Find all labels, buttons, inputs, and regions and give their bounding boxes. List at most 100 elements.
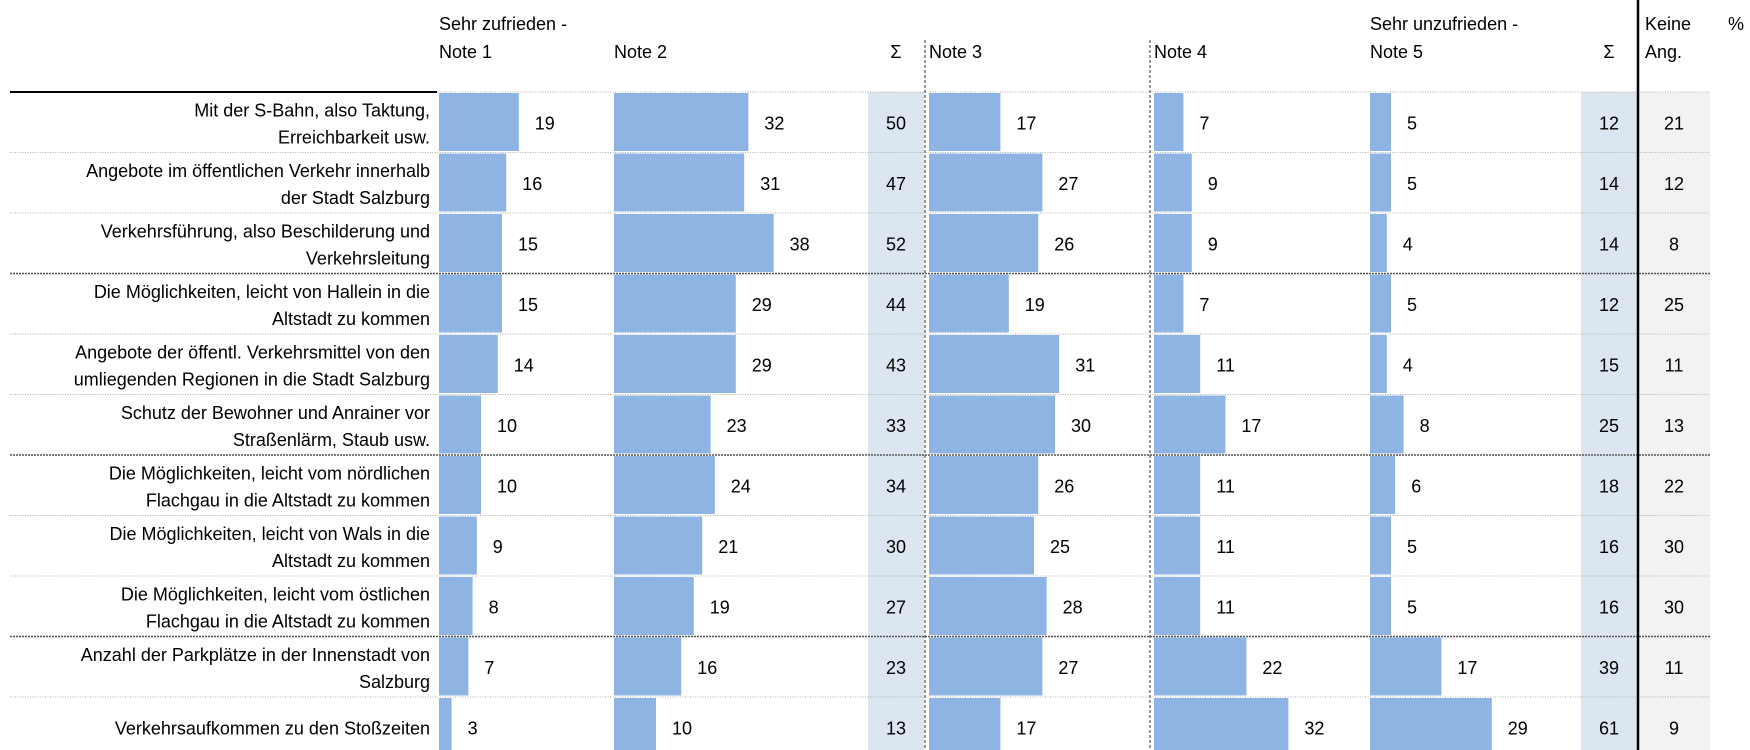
value-sum-top: 34 — [886, 476, 906, 496]
value-sum-top: 44 — [886, 295, 906, 315]
bar-note4 — [1154, 577, 1201, 635]
header-sum-top: Σ — [890, 42, 901, 62]
bar-note3 — [929, 335, 1060, 393]
bar-note2 — [614, 214, 774, 272]
value-sum-top: 33 — [886, 416, 906, 436]
value-label-note1: 3 — [468, 718, 478, 738]
bar-note1 — [439, 456, 481, 514]
header-note3: Note 3 — [929, 42, 982, 62]
bar-note1 — [439, 516, 477, 575]
bar-note2 — [614, 698, 656, 750]
row-label-line2: Flachgau in die Altstadt zu kommen — [146, 490, 430, 510]
keine-angabe-column-shade — [1638, 92, 1710, 750]
value-label-note2: 29 — [752, 295, 772, 315]
bar-note5 — [1370, 516, 1391, 575]
bar-note4 — [1154, 637, 1247, 696]
value-label-note4: 17 — [1241, 416, 1261, 436]
value-sum-bottom: 14 — [1599, 174, 1619, 194]
value-label-note2: 29 — [752, 355, 772, 375]
bar-note4 — [1154, 698, 1289, 750]
value-label-note1: 10 — [497, 476, 517, 496]
header-keine-line1: Keine — [1645, 14, 1691, 34]
value-label-note3: 30 — [1071, 416, 1091, 436]
bar-note5 — [1370, 698, 1492, 750]
bar-note3 — [929, 93, 1001, 151]
value-sum-top: 47 — [886, 174, 906, 194]
value-label-note3: 28 — [1063, 597, 1083, 617]
value-label-note5: 5 — [1407, 174, 1417, 194]
value-label-note4: 32 — [1304, 718, 1324, 738]
bar-note3 — [929, 456, 1039, 514]
value-label-note5: 4 — [1403, 355, 1413, 375]
header-unit-label: % — [1728, 14, 1744, 34]
bar-note2 — [614, 93, 749, 151]
bar-note2 — [614, 637, 682, 696]
value-sum-bottom: 18 — [1599, 476, 1619, 496]
value-label-note3: 26 — [1054, 234, 1074, 254]
value-label-note1: 15 — [518, 295, 538, 315]
value-label-note2: 23 — [727, 416, 747, 436]
value-label-note4: 22 — [1262, 658, 1282, 678]
bar-note5 — [1370, 274, 1391, 333]
bar-note1 — [439, 335, 498, 393]
value-label-note3: 17 — [1016, 718, 1036, 738]
value-label-note4: 9 — [1208, 174, 1218, 194]
value-label-note2: 31 — [760, 174, 780, 194]
bar-note4 — [1154, 335, 1201, 393]
bar-note5 — [1370, 395, 1404, 454]
bar-note4 — [1154, 93, 1184, 151]
value-keine-angabe: 25 — [1664, 295, 1684, 315]
header-note1-line2: Note 1 — [439, 42, 492, 62]
bar-note5 — [1370, 93, 1391, 151]
value-sum-bottom: 16 — [1599, 597, 1619, 617]
bar-note5 — [1370, 456, 1396, 514]
row-label-line2: Altstadt zu kommen — [272, 309, 430, 329]
row-label-line1: Die Möglichkeiten, leicht vom östlichen — [121, 584, 430, 604]
value-label-note4: 11 — [1216, 537, 1235, 557]
value-label-note5: 17 — [1457, 658, 1477, 678]
value-label-note3: 19 — [1025, 295, 1045, 315]
header-sum-bottom: Σ — [1603, 42, 1614, 62]
header-note4: Note 4 — [1154, 42, 1207, 62]
bar-note3 — [929, 698, 1001, 750]
value-keine-angabe: 11 — [1665, 658, 1684, 678]
row-label-line1: Die Möglichkeiten, leicht von Hallein in… — [94, 282, 430, 302]
value-keine-angabe: 30 — [1664, 537, 1684, 557]
header-note2: Note 2 — [614, 42, 667, 62]
value-label-note5: 5 — [1407, 597, 1417, 617]
bar-note1 — [439, 395, 481, 454]
value-keine-angabe: 8 — [1669, 234, 1679, 254]
value-sum-bottom: 15 — [1599, 355, 1619, 375]
bar-note1 — [439, 637, 469, 696]
row-label-line1: Verkehrsführung, also Beschilderung und — [101, 221, 430, 241]
bar-note3 — [929, 577, 1047, 635]
bar-note5 — [1370, 637, 1442, 696]
header-note1-line1: Sehr zufrieden - — [439, 14, 567, 34]
bar-note4 — [1154, 395, 1226, 454]
value-keine-angabe: 22 — [1664, 476, 1684, 496]
value-sum-top: 27 — [886, 597, 906, 617]
value-label-note1: 15 — [518, 234, 538, 254]
bar-note2 — [614, 335, 736, 393]
value-label-note5: 5 — [1407, 537, 1417, 557]
value-label-note5: 29 — [1508, 718, 1528, 738]
value-label-note3: 27 — [1058, 658, 1078, 678]
value-label-note4: 9 — [1208, 234, 1218, 254]
value-sum-bottom: 25 — [1599, 416, 1619, 436]
value-sum-top: 50 — [886, 113, 906, 133]
value-label-note5: 6 — [1411, 476, 1421, 496]
value-sum-top: 43 — [886, 355, 906, 375]
bar-note3 — [929, 274, 1009, 333]
bar-note4 — [1154, 516, 1201, 575]
bar-note2 — [614, 153, 745, 212]
bar-note1 — [439, 214, 502, 272]
value-label-note4: 11 — [1216, 476, 1235, 496]
bar-note1 — [439, 93, 519, 151]
row-label-line1: Angebote im öffentlichen Verkehr innerha… — [86, 161, 430, 181]
value-label-note2: 16 — [697, 658, 717, 678]
value-label-note2: 21 — [718, 537, 738, 557]
value-label-note3: 27 — [1058, 174, 1078, 194]
value-label-note4: 11 — [1216, 355, 1235, 375]
bar-note4 — [1154, 456, 1201, 514]
bar-note3 — [929, 214, 1039, 272]
